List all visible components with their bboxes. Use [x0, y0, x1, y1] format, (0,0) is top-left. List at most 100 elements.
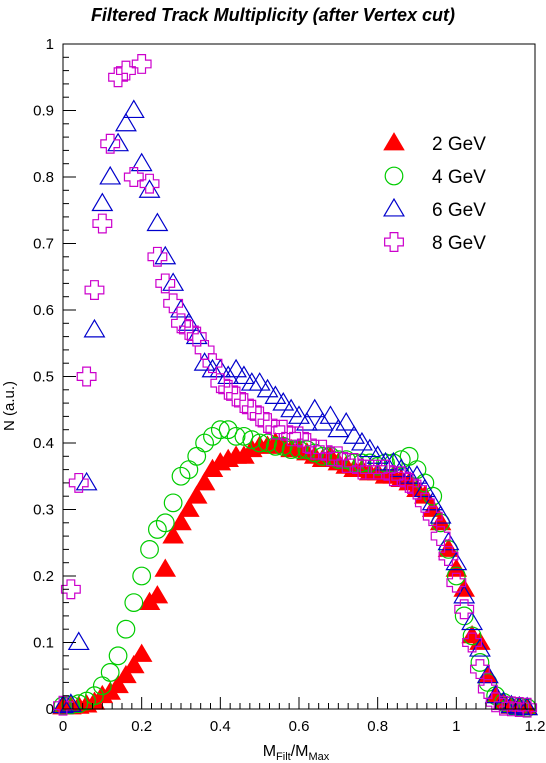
data-point — [52, 694, 74, 714]
data-point — [68, 472, 89, 493]
data-point — [232, 365, 255, 385]
data-point — [462, 626, 482, 646]
data-point — [422, 506, 443, 527]
data-point — [218, 420, 238, 440]
x-axis-label-mid: /M — [291, 743, 309, 760]
legend-marker — [383, 132, 405, 151]
data-point — [446, 572, 467, 593]
data-point — [327, 418, 350, 438]
data-point — [446, 566, 466, 586]
data-point — [162, 272, 185, 291]
data-point — [258, 433, 277, 453]
data-point — [171, 313, 191, 334]
data-point — [343, 425, 366, 444]
data-point — [139, 173, 160, 194]
data-point — [391, 466, 412, 487]
data-point — [92, 213, 113, 234]
data-point — [177, 312, 200, 331]
data-point — [85, 686, 104, 706]
data-point — [210, 420, 230, 440]
data-point — [226, 426, 246, 446]
x-axis-label: MFilt/MMax — [263, 743, 330, 763]
data-point — [69, 694, 89, 714]
data-point — [289, 426, 309, 447]
data-point — [484, 684, 507, 704]
data-point — [170, 298, 192, 318]
data-point — [131, 53, 152, 74]
data-point — [67, 631, 90, 651]
data-point — [53, 695, 73, 716]
data-point — [203, 426, 222, 446]
data-point — [187, 446, 207, 466]
data-point — [445, 558, 468, 577]
data-point — [358, 438, 381, 458]
data-point — [163, 493, 183, 513]
data-point — [429, 505, 452, 524]
data-point — [147, 520, 167, 539]
data-point — [185, 485, 208, 504]
data-point — [210, 373, 231, 394]
x-tick-label: 1 — [452, 718, 460, 735]
data-point — [272, 392, 295, 411]
data-point — [91, 192, 114, 212]
data-point — [517, 697, 538, 718]
data-point — [413, 478, 436, 498]
data-point — [500, 694, 523, 714]
data-point — [335, 411, 358, 431]
data-point — [170, 511, 192, 531]
data-point — [100, 133, 121, 154]
data-point — [162, 525, 184, 544]
y-tick-label: 0.2 — [33, 568, 54, 585]
data-point — [226, 386, 247, 407]
data-point — [256, 378, 279, 398]
x-axis-label-sub1: Filt — [276, 751, 291, 763]
data-point — [99, 165, 122, 185]
data-point — [84, 280, 105, 300]
legend-label: 8 GeV — [432, 233, 486, 254]
data-point — [382, 451, 405, 471]
series-3 — [53, 53, 538, 718]
data-point — [163, 293, 184, 314]
y-tick-label: 0.6 — [33, 302, 54, 319]
data-point — [147, 246, 168, 267]
data-point — [225, 358, 248, 378]
data-point — [195, 433, 215, 453]
x-axis-label-sub2: Max — [309, 751, 330, 763]
x-tick-label: 0 — [59, 718, 67, 735]
data-point — [75, 471, 98, 491]
data-point — [60, 579, 81, 600]
data-point — [61, 695, 81, 715]
data-point — [350, 431, 373, 451]
data-point — [130, 152, 153, 172]
y-tick-label: 0.9 — [33, 103, 54, 120]
y-tick-label: 0.8 — [33, 169, 54, 186]
data-point — [344, 453, 365, 473]
x-axis-label-main: M — [263, 743, 276, 760]
chart-title: Filtered Track Multiplicity (after Verte… — [90, 5, 456, 25]
data-point — [132, 566, 152, 586]
data-point — [185, 325, 208, 345]
data-marks — [52, 53, 539, 718]
data-point — [140, 540, 159, 559]
data-point — [453, 584, 476, 604]
y-tick-label: 1 — [46, 36, 54, 53]
y-tick-label: 0.3 — [33, 502, 54, 519]
x-tick-label: 0.2 — [131, 718, 152, 735]
data-point — [155, 513, 175, 533]
data-point — [319, 405, 342, 424]
data-point — [257, 413, 278, 433]
data-point — [264, 385, 287, 404]
data-point — [116, 619, 136, 639]
data-point — [296, 433, 317, 453]
data-point — [76, 366, 97, 387]
data-point — [115, 664, 137, 684]
y-tick-label: 0.5 — [33, 369, 54, 386]
data-point — [233, 393, 254, 414]
data-point — [406, 465, 428, 484]
data-point — [124, 593, 144, 612]
data-point — [154, 245, 177, 265]
data-point — [193, 352, 216, 371]
data-point — [154, 558, 177, 577]
data-point — [468, 638, 491, 657]
y-tick-label: 0.7 — [33, 236, 54, 253]
